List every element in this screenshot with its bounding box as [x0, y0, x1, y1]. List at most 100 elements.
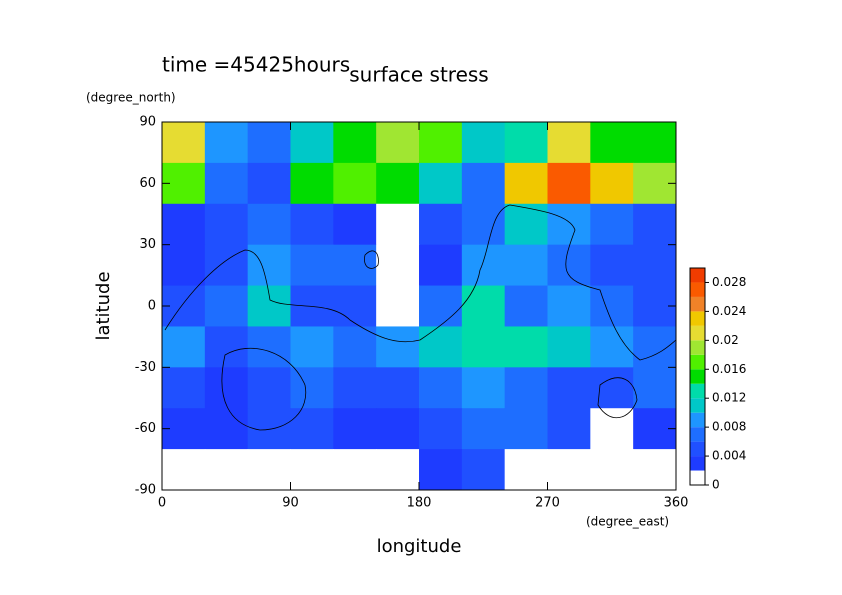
heat-cell [504, 203, 548, 246]
heat-cell [419, 244, 463, 287]
heat-cell [504, 285, 548, 327]
heat-cell [204, 326, 249, 368]
colorbar-band [690, 268, 705, 283]
heat-cell [461, 122, 506, 164]
colorbar-band [690, 340, 705, 355]
heat-cell [590, 285, 634, 327]
heat-cell [247, 162, 291, 205]
heat-cell [333, 203, 377, 246]
colorbar-band [690, 441, 705, 457]
heat-cell [633, 203, 677, 246]
heat-cell [461, 203, 506, 246]
heat-cell [376, 162, 420, 205]
y-tick-label: 30 [139, 237, 156, 252]
y-tick-label: 0 [148, 299, 156, 314]
colorbar-band [690, 383, 705, 399]
x-tick-label: 180 [407, 496, 432, 511]
heat-cell [162, 244, 206, 287]
heat-cell [204, 285, 249, 327]
colorbar-tick-label: 0.028 [712, 275, 746, 289]
heat-cell [376, 285, 420, 327]
colorbar-band [690, 427, 705, 442]
heat-cell [290, 162, 334, 205]
heat-cell [419, 203, 463, 246]
heat-cell [461, 367, 506, 409]
colorbar-tick-label: 0.016 [712, 362, 746, 376]
heat-cell [204, 162, 249, 205]
colorbar-band [690, 296, 705, 312]
heat-cell [547, 449, 591, 491]
heat-cell [333, 408, 377, 450]
heat-cell [290, 408, 334, 450]
colorbar-band [690, 470, 705, 485]
heat-cell [376, 408, 420, 450]
heat-cell [547, 408, 591, 450]
heat-cell [547, 162, 591, 205]
x-tick-label: 0 [158, 496, 166, 511]
x-unit: (degree_east) [586, 515, 669, 529]
heat-cell [633, 244, 677, 287]
heat-cell [461, 285, 506, 327]
heat-cell [204, 408, 249, 450]
x-tick-label: 90 [282, 496, 299, 511]
x-axis-label: longitude [377, 536, 462, 557]
heat-cell [162, 449, 206, 491]
y-tick-label: -60 [135, 421, 156, 436]
colorbar-band [690, 325, 705, 341]
heat-cell [547, 285, 591, 327]
heat-cell [547, 367, 591, 409]
colorbar-tick-label: 0.004 [712, 449, 746, 463]
heat-cell [633, 367, 677, 409]
heat-cell [590, 244, 634, 287]
heat-cell [504, 408, 548, 450]
colorbar-tick-label: 0.024 [712, 304, 746, 318]
heat-cell [504, 244, 548, 287]
heat-cell [247, 449, 291, 491]
heat-cell [162, 326, 206, 368]
heat-cell [376, 122, 420, 164]
heat-cell [290, 326, 334, 368]
heat-cell [204, 244, 249, 287]
heat-cell [590, 449, 634, 491]
colorbar-tick-label: 0.008 [712, 420, 746, 434]
heat-cell [204, 203, 249, 246]
colorbar-band [690, 311, 705, 326]
heat-cell [419, 122, 463, 164]
heat-cell [504, 367, 548, 409]
y-tick-label: 90 [139, 115, 156, 130]
chart-title: surface stress [349, 63, 488, 87]
heat-cell [590, 162, 634, 205]
heat-cell [633, 449, 677, 491]
coastlines [164, 204, 677, 431]
heat-cell [461, 162, 506, 205]
colorbar-tick-label: 0.02 [712, 333, 739, 347]
heat-cell [590, 122, 634, 164]
y-tick-label: -90 [135, 483, 156, 498]
heat-cell [419, 285, 463, 327]
heat-cell [290, 122, 334, 164]
heat-cell [590, 367, 634, 409]
heat-cell [376, 203, 420, 246]
heat-cell [290, 449, 334, 491]
heat-cell [162, 203, 206, 246]
colorbar-band [690, 369, 705, 384]
heat-cell [376, 326, 420, 368]
y-axis-label: latitude [93, 271, 114, 340]
heat-cell [290, 367, 334, 409]
heat-cell [290, 203, 334, 246]
heat-cell [247, 285, 291, 327]
colorbar-tick-label: 0 [712, 478, 720, 492]
heat-cell [333, 367, 377, 409]
heat-cell [547, 326, 591, 368]
heat-cell [333, 326, 377, 368]
heat-cell [333, 244, 377, 287]
heat-cell [633, 326, 677, 368]
heat-cell [419, 408, 463, 450]
heat-cell [162, 122, 206, 164]
heat-cell [162, 367, 206, 409]
heat-cell [633, 122, 677, 164]
heat-cell [247, 203, 291, 246]
heat-cell [590, 203, 634, 246]
colorbar-band [690, 412, 705, 428]
heat-cell [247, 367, 291, 409]
